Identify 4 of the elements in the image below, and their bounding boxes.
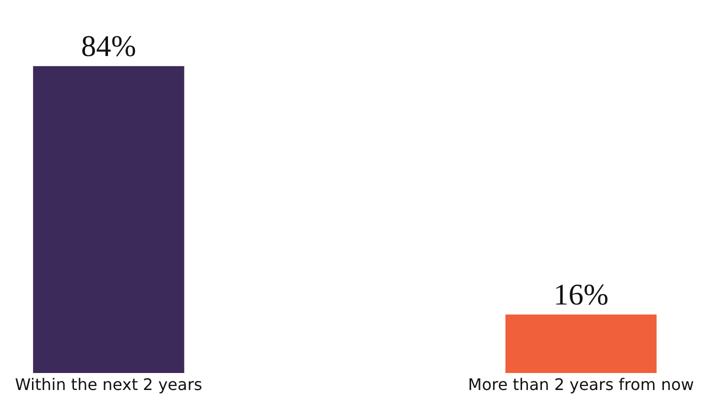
x-tick-label: More than 2 years from now (468, 375, 694, 394)
x-tick-label: Within the next 2 years (15, 375, 202, 394)
data-label: 84% (81, 30, 136, 64)
data-label: 16% (554, 278, 609, 312)
